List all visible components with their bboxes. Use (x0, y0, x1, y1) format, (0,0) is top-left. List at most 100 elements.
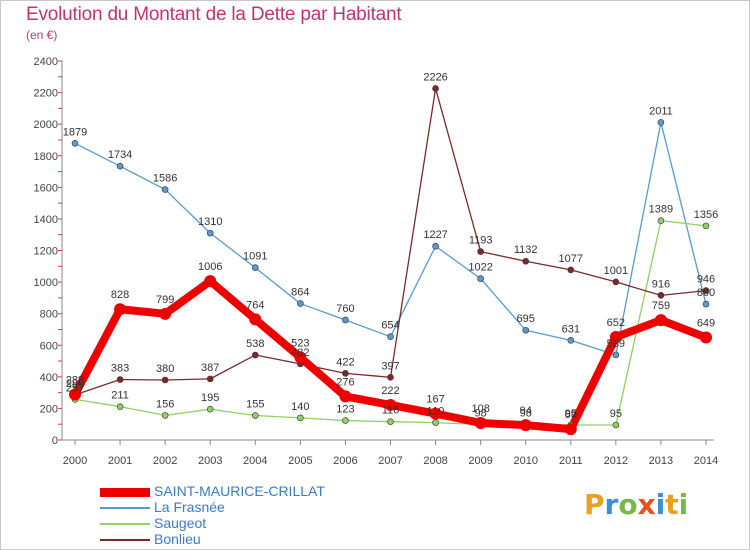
data-label: 257 (66, 382, 84, 394)
x-tick-group: 2010 (513, 455, 537, 467)
x-tick-label: 2002 (153, 455, 177, 467)
x-tick-group: 2003 (198, 455, 222, 467)
data-label: 860 (697, 287, 715, 299)
data-label: 799 (156, 294, 174, 306)
data-point (251, 351, 259, 359)
y-tick: 1000 (34, 277, 58, 289)
data-point (702, 300, 710, 308)
data-label: 1006 (198, 261, 222, 273)
data-label: 946 (697, 274, 715, 286)
data-label: 69 (565, 409, 577, 421)
data-point (161, 376, 169, 384)
data-point (564, 423, 577, 436)
legend-swatch (100, 487, 150, 497)
data-label: 1091 (243, 251, 267, 263)
x-tick-label: 2011 (559, 455, 583, 467)
data-label: 1001 (604, 265, 628, 277)
data-label: 1586 (153, 173, 177, 185)
data-label: 1193 (469, 235, 493, 247)
data-point (161, 412, 169, 419)
x-tick-group: 2011 (559, 455, 583, 467)
y-tick-label: 1400 (34, 214, 58, 226)
data-point (116, 162, 124, 170)
data-label: 654 (381, 320, 399, 332)
x-tick-group: 2001 (108, 455, 132, 467)
data-label: 94 (520, 405, 532, 417)
y-tick-label: 0 (52, 435, 58, 447)
data-point (612, 278, 620, 286)
x-tick-label: 2000 (63, 455, 87, 467)
data-point (249, 313, 262, 326)
data-point (159, 307, 172, 320)
data-label: 276 (336, 376, 354, 388)
legend-label: Bonlieu (154, 531, 201, 547)
data-label: 108 (471, 403, 489, 415)
legend-swatch (100, 539, 150, 541)
data-label: 1022 (468, 262, 492, 274)
logo-letter: i (655, 488, 666, 521)
logo-letter: x (637, 488, 656, 521)
data-point (342, 417, 349, 424)
x-tick-label: 2012 (604, 455, 628, 467)
data-point (522, 257, 530, 265)
x-tick-label: 2003 (198, 455, 222, 467)
data-point (657, 292, 665, 299)
data-point (522, 326, 530, 334)
data-label: 760 (336, 303, 354, 315)
x-tick-group: 2013 (649, 455, 673, 467)
data-label: 538 (246, 338, 264, 350)
data-point (657, 217, 665, 224)
x-tick-label: 2006 (333, 455, 357, 467)
y-tick: 200 (40, 403, 58, 415)
data-label: 764 (246, 299, 264, 311)
data-point (432, 85, 439, 92)
data-point (609, 331, 622, 344)
data-label: 387 (201, 362, 219, 374)
x-tick-label: 2009 (468, 455, 492, 467)
x-tick-group: 2006 (333, 455, 357, 467)
data-label: 195 (201, 392, 219, 404)
data-point (612, 351, 620, 359)
data-point (297, 414, 304, 422)
data-label: 288 (66, 375, 84, 387)
chart-data-labels: 1879173415861310109186476065412271022695… (63, 71, 718, 421)
data-point (387, 418, 394, 425)
legend-label: Saugeot (154, 515, 207, 531)
logo-letter: P (584, 488, 605, 521)
data-label: 652 (607, 317, 625, 329)
data-point (432, 419, 439, 426)
line-chart: 0 200 400 600 800 1000 1200 1400 1600 1800 2000 220… (34, 56, 719, 467)
x-tick-group: 2004 (243, 455, 267, 467)
y-tick-label: 2400 (34, 56, 58, 68)
data-point (251, 412, 259, 419)
data-point (339, 390, 352, 403)
data-point (71, 139, 79, 147)
legend-swatch (100, 507, 150, 509)
x-tick-label: 2005 (288, 455, 312, 467)
data-label: 1227 (423, 229, 447, 241)
data-point (474, 416, 487, 429)
data-point (297, 300, 304, 307)
data-point (206, 375, 214, 383)
data-label: 422 (336, 356, 354, 368)
y-tick: 1400 (34, 214, 58, 226)
data-label: 2226 (423, 71, 447, 83)
data-label: 222 (381, 385, 399, 397)
legend-swatch (100, 523, 150, 525)
data-point (702, 222, 710, 230)
x-tick-group: 2014 (694, 455, 718, 467)
y-tick-label: 1200 (34, 246, 58, 258)
x-tick-label: 2014 (694, 455, 718, 467)
data-label: 140 (291, 401, 309, 413)
data-label: 1389 (649, 204, 673, 216)
data-label: 828 (111, 289, 129, 301)
data-point (342, 370, 349, 377)
x-tick-group: 2009 (468, 455, 492, 467)
chart-title: Evolution du Montant de la Dette par Hab… (26, 4, 402, 25)
x-tick-label: 2004 (243, 455, 267, 467)
data-point (206, 405, 214, 413)
data-label: 1310 (198, 216, 222, 228)
data-point (567, 337, 575, 344)
x-tick-label: 2007 (378, 455, 402, 467)
